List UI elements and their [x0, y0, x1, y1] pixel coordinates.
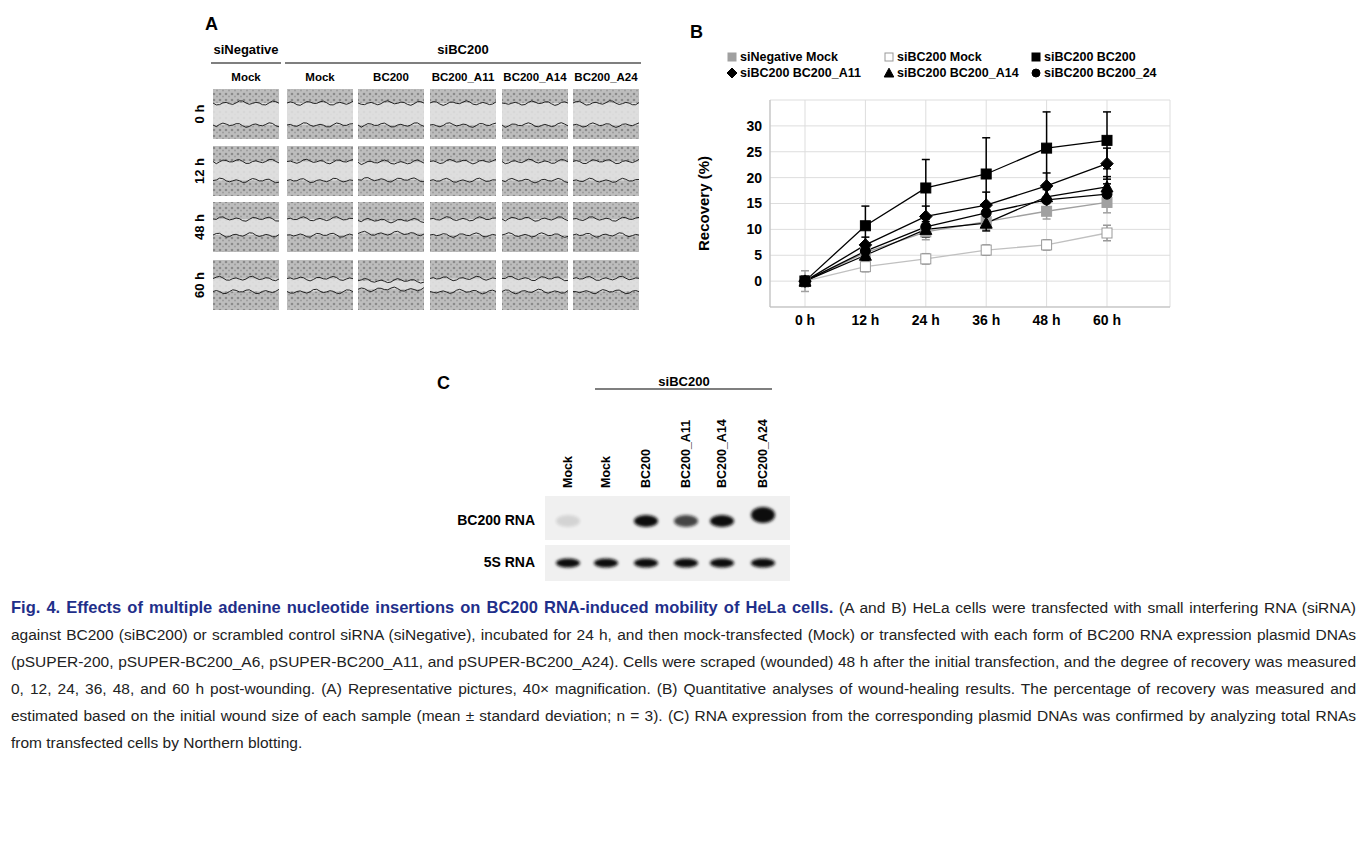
svg-text:siNegative: siNegative	[213, 42, 278, 57]
svg-text:C: C	[437, 373, 450, 393]
svg-text:BC200_A24: BC200_A24	[574, 71, 638, 83]
svg-text:Mock: Mock	[231, 71, 261, 83]
svg-text:0 h: 0 h	[192, 105, 207, 124]
svg-text:BC200_A14: BC200_A14	[503, 71, 567, 83]
svg-text:12 h: 12 h	[192, 158, 207, 184]
svg-text:Recovery (%): Recovery (%)	[695, 156, 712, 251]
svg-text:siBC200: siBC200	[658, 374, 709, 389]
svg-text:48 h: 48 h	[192, 214, 207, 240]
svg-text:5S RNA: 5S RNA	[484, 554, 535, 570]
svg-text:BC200: BC200	[639, 449, 653, 488]
svg-text:A: A	[205, 14, 218, 34]
svg-text:24 h: 24 h	[912, 312, 940, 328]
svg-text:36 h: 36 h	[972, 312, 1000, 328]
svg-text:5: 5	[754, 247, 762, 263]
html-text:siNegative Mock: siNegative Mock	[740, 50, 838, 64]
html-text:siBC200 BC200_A14: siBC200 BC200_A14	[897, 66, 1019, 80]
svg-text:12 h: 12 h	[851, 312, 879, 328]
svg-text:60 h: 60 h	[192, 272, 207, 298]
svg-text:BC200_A24: BC200_A24	[756, 419, 770, 488]
svg-text:siBC200: siBC200	[437, 42, 488, 57]
html-text:siBC200 BC200_24: siBC200 BC200_24	[1044, 66, 1157, 80]
svg-text:15: 15	[746, 195, 762, 211]
svg-text:BC200_A14: BC200_A14	[715, 419, 729, 488]
svg-text:BC200_A11: BC200_A11	[432, 71, 495, 83]
html-text:Fig. 4. Effects of multiple ad: Fig. 4. Effects of multiple adenine nucl…	[11, 598, 1356, 751]
svg-text:48 h: 48 h	[1033, 312, 1061, 328]
svg-text:B: B	[690, 22, 703, 42]
svg-text:Mock: Mock	[305, 71, 335, 83]
svg-text:0: 0	[754, 273, 762, 289]
svg-text:30: 30	[746, 118, 762, 134]
html-text:siBC200 BC200_A11: siBC200 BC200_A11	[740, 66, 861, 80]
svg-text:Mock: Mock	[599, 456, 613, 488]
svg-text:0 h: 0 h	[795, 312, 815, 328]
svg-text:BC200 RNA: BC200 RNA	[457, 512, 535, 528]
svg-text:10: 10	[746, 221, 762, 237]
svg-text:Mock: Mock	[561, 456, 575, 488]
svg-text:BC200_A11: BC200_A11	[679, 420, 693, 488]
svg-text:60 h: 60 h	[1093, 312, 1121, 328]
svg-text:20: 20	[746, 170, 762, 186]
svg-text:25: 25	[746, 144, 762, 160]
html-text:siBC200 Mock: siBC200 Mock	[897, 50, 982, 64]
svg-text:BC200: BC200	[373, 71, 409, 83]
html-text:siBC200 BC200: siBC200 BC200	[1044, 50, 1136, 64]
